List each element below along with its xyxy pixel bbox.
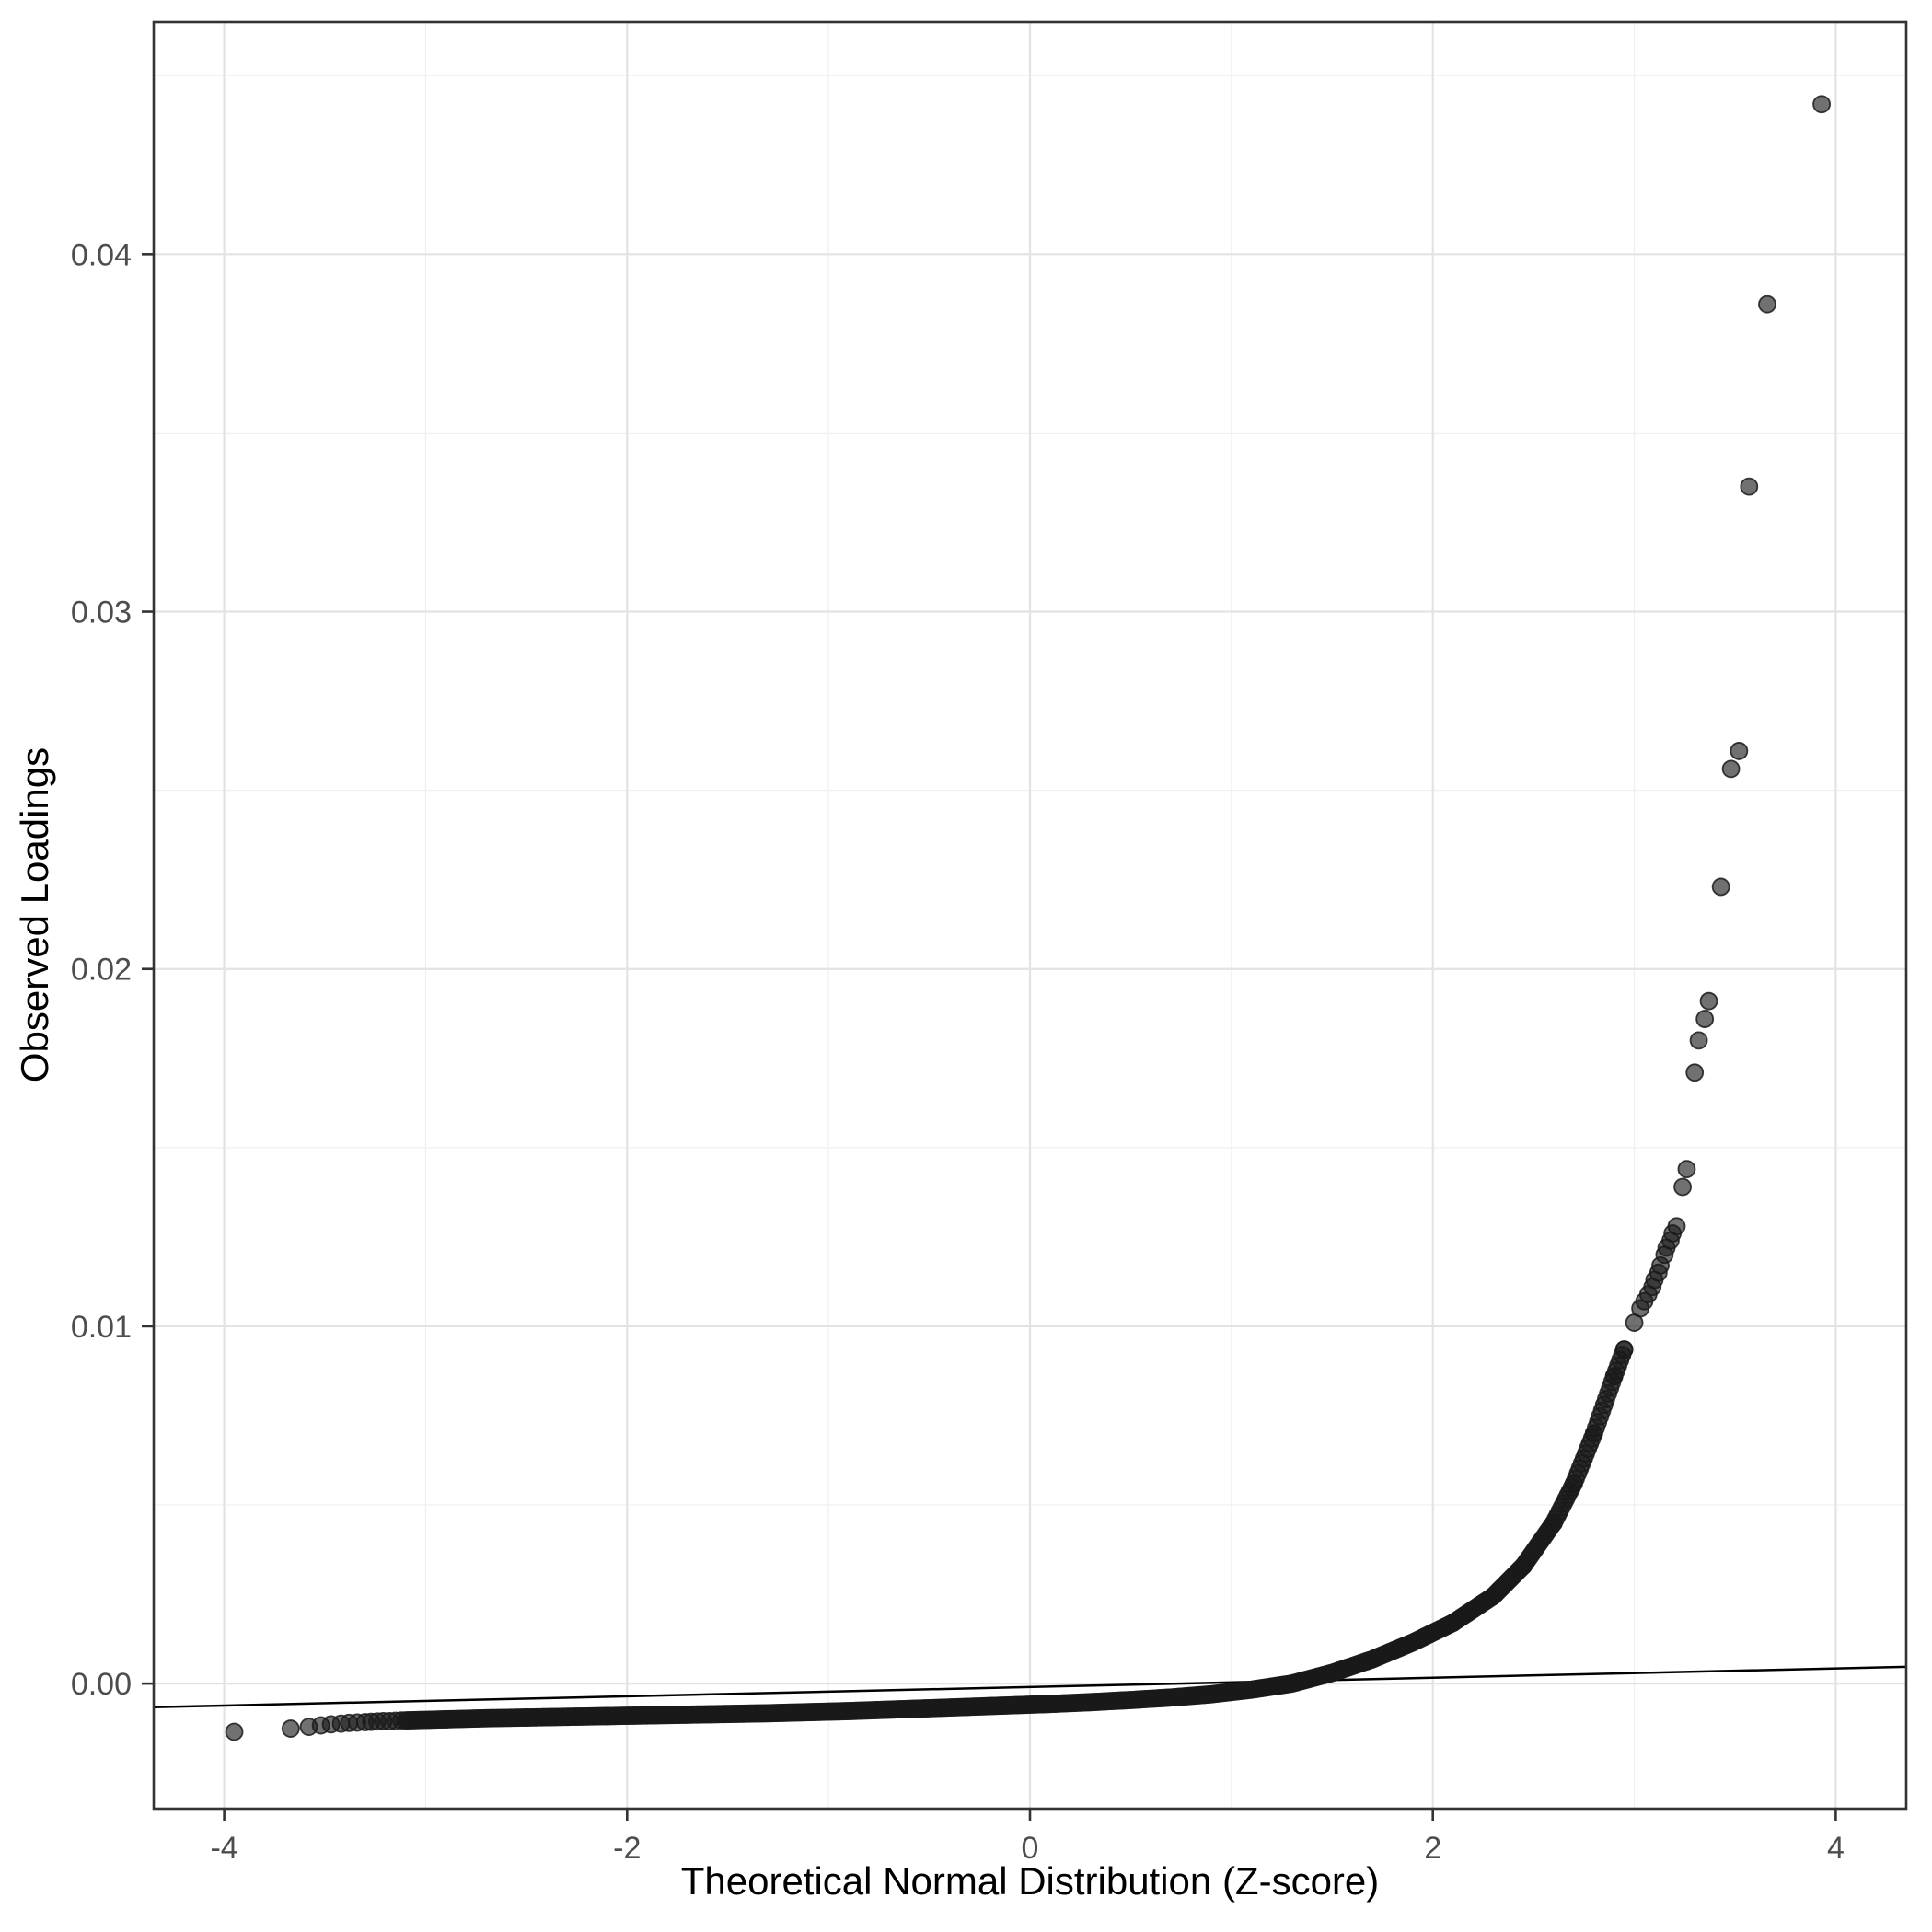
y-tick-label: 0.02 (71, 953, 132, 988)
x-axis-title: Theoretical Normal Distribution (Z-score… (681, 1859, 1380, 1903)
data-point (1685, 1063, 1705, 1082)
data-point (1695, 1010, 1715, 1028)
data-point (1758, 295, 1776, 314)
y-axis-title: Observed Loadings (13, 747, 56, 1082)
data-point (225, 1722, 244, 1741)
data-point (281, 1719, 300, 1738)
x-tick-label: -2 (613, 1831, 641, 1866)
data-point (392, 1711, 411, 1730)
x-tick-label: 4 (1827, 1831, 1845, 1866)
data-point (1689, 1031, 1708, 1050)
data-point (1614, 1340, 1634, 1359)
data-point (1740, 477, 1759, 496)
y-tick-label: 0.01 (71, 1310, 132, 1345)
data-point (1711, 877, 1730, 897)
data-point (1699, 991, 1718, 1011)
x-tick-label: -4 (210, 1831, 237, 1866)
reference-line (153, 1665, 1907, 1709)
data-point (1677, 1160, 1696, 1179)
y-tick-label: 0.03 (71, 596, 132, 631)
data-point (1667, 1217, 1686, 1236)
data-point (1812, 95, 1831, 114)
y-tick-label: 0.04 (71, 237, 132, 272)
x-tick-label: 0 (1022, 1831, 1039, 1866)
data-point (1730, 742, 1749, 760)
y-tick-label: 0.00 (71, 1667, 132, 1702)
x-tick-label: 2 (1424, 1831, 1441, 1866)
data-point (1673, 1177, 1692, 1197)
data-point (1721, 759, 1741, 779)
